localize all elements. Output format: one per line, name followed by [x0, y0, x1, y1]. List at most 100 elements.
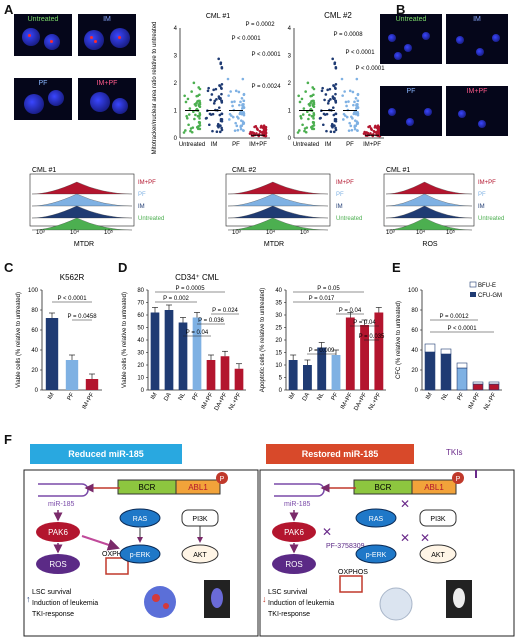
- scatter-point: [301, 123, 304, 127]
- scatter-point: [254, 124, 258, 128]
- scatter-point: [230, 100, 234, 104]
- hist3-legend: IM: [478, 204, 485, 210]
- scatter-point: [344, 114, 347, 117]
- bar: [317, 347, 327, 390]
- bcr-label-left: BCR: [139, 483, 156, 492]
- hist1-tick: 10⁴: [70, 229, 80, 236]
- scatter-point: [219, 61, 223, 64]
- bar-chart-ylabel: Apoptotic cells (% relative to untreated…: [260, 288, 266, 392]
- bar: [456, 367, 468, 391]
- scatter-point: [331, 106, 335, 109]
- scatter-xtick: Untreated: [179, 142, 205, 148]
- scatter-point: [185, 114, 188, 118]
- abl1-label-left: ABL1: [188, 483, 208, 492]
- scatter-point: [191, 126, 195, 129]
- scatter-point: [239, 100, 242, 104]
- left-outcome-2: TKI-response: [32, 611, 74, 618]
- bar-ytick: 5: [279, 376, 283, 382]
- scatter-point: [193, 117, 196, 121]
- bar-pvalue: P < 0.0001: [57, 296, 87, 302]
- scatter-point: [331, 95, 335, 98]
- scatter-point: [353, 100, 356, 104]
- scatter-point: [323, 98, 326, 102]
- chart-d-viable: CD34⁺ CML Viable cells (% relative to unt…: [122, 273, 246, 412]
- scatter-point: [333, 61, 337, 64]
- scatter-point: [344, 100, 348, 104]
- scatter-point: [217, 57, 220, 61]
- scatter-point: [298, 100, 302, 104]
- scatter-point: [234, 121, 237, 125]
- scatter-point: [220, 112, 224, 116]
- chart1-pval-2: P < 0.0001: [251, 52, 281, 58]
- micrograph-label: PF: [406, 88, 416, 95]
- scatter-point: [370, 128, 373, 131]
- chart2-pval-0: P = 0.0008: [333, 32, 363, 38]
- hist3-title: CML #1: [386, 167, 410, 174]
- scatter-point: [312, 117, 315, 120]
- scatter-ytick: 1: [288, 109, 292, 115]
- scatter-xtick: IM+PF: [249, 142, 267, 148]
- micrograph-label: PF: [38, 80, 48, 87]
- bar-ytick: 30: [275, 313, 282, 319]
- scatter-point: [186, 116, 189, 120]
- bar-ytick: 80: [137, 288, 144, 294]
- scatter-point: [356, 99, 360, 103]
- scatter-ytick: 4: [288, 26, 292, 32]
- scatter-point: [331, 57, 334, 61]
- scatter-point: [308, 104, 312, 107]
- scatter-point: [302, 107, 306, 110]
- scatter-point: [348, 89, 352, 93]
- micrograph-pf: PF: [14, 78, 72, 120]
- bar: [206, 360, 216, 390]
- bar-pvalue: P = 0.024: [212, 308, 238, 314]
- pf-inhibitor-label: PF-3758309: [326, 543, 365, 550]
- scatter-point: [332, 124, 336, 127]
- scatter-point: [229, 90, 232, 93]
- bar-ytick: 0: [35, 388, 39, 394]
- scatter-point: [354, 112, 357, 116]
- hist2-legend: PF: [336, 192, 344, 198]
- left-outcome-1: Induction of leukemia: [32, 600, 98, 607]
- micrograph-im: IM: [78, 14, 136, 56]
- scatter-point: [309, 101, 312, 105]
- scatter-point: [198, 87, 202, 91]
- bar: [288, 360, 298, 390]
- scatter-point: [233, 100, 236, 103]
- panel-b-histogram: CML #1 ROS 10³ 10⁴ 10⁵ IM+PF PF IM Untre…: [383, 167, 504, 248]
- scatter-point: [333, 117, 337, 121]
- right-outcome-1: Induction of leukemia: [268, 600, 334, 607]
- hist1-title: CML #1: [32, 167, 56, 174]
- scatter-point: [300, 97, 304, 101]
- oxphos-label-right: OXPHOS: [338, 569, 368, 576]
- histogram-curve: [385, 205, 473, 219]
- svg-text:✕: ✕: [400, 497, 410, 511]
- scatter-point: [340, 77, 344, 81]
- histogram-curve: [227, 205, 329, 219]
- bar: [424, 343, 436, 353]
- chart2-pval-2: P < 0.0001: [355, 66, 385, 72]
- scatter-point: [353, 119, 357, 122]
- scatter-point: [333, 86, 337, 90]
- hist2-xlabel: MTDR: [264, 241, 284, 248]
- micrograph-label: IM: [473, 16, 481, 23]
- scatter-point: [197, 99, 201, 103]
- scatter-point: [214, 87, 218, 91]
- scatter-point: [242, 111, 245, 114]
- scatter-point: [240, 112, 243, 116]
- scatter-point: [334, 112, 338, 116]
- hist3-legend: PF: [478, 192, 486, 198]
- chart-e-cfc: CFC (% relative to untreated) 0 20 40 60 80 10…: [396, 281, 502, 411]
- bar-xtick: NL+PF: [368, 392, 383, 412]
- bar-chart-ylabel: Viable cells (% relative to untreated): [122, 292, 128, 388]
- scatter-point: [236, 128, 240, 132]
- hist1-tick: 10³: [36, 230, 45, 236]
- scatter-point: [230, 114, 233, 117]
- scatter-point: [220, 126, 223, 130]
- bar-pvalue: P = 0.036: [198, 318, 224, 324]
- scatter-point: [218, 113, 222, 117]
- chart1-pval-0: P = 0.0002: [245, 22, 275, 28]
- bar-pvalue: P = 0.05: [317, 286, 340, 292]
- chart-c-k562r: K562R Viable cells (% relative to untreat…: [16, 273, 102, 410]
- scatter-point: [227, 94, 230, 97]
- micrograph-label: IM+PF: [466, 88, 488, 95]
